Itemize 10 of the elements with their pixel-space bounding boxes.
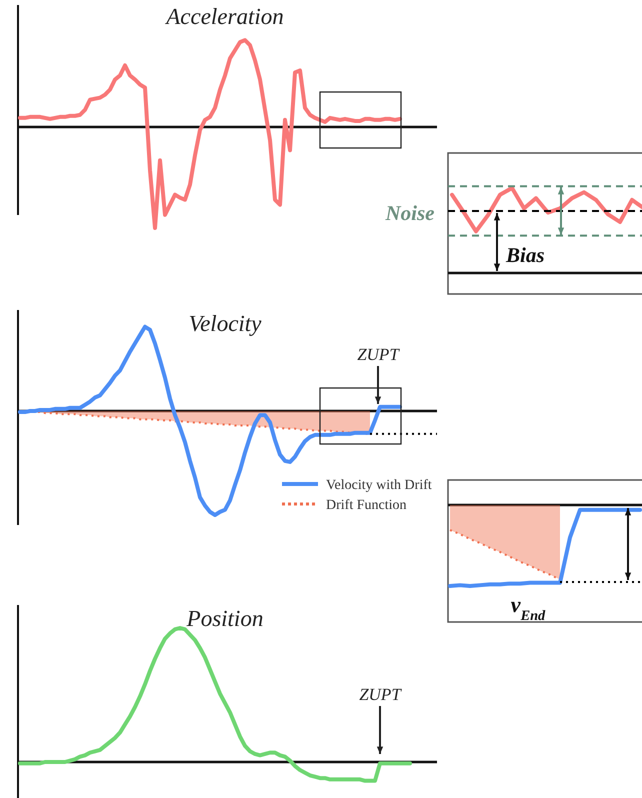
chart-title: Position (186, 606, 264, 631)
chart-title: Velocity (188, 311, 262, 336)
text: v$_{End}$ (510, 592, 546, 624)
legend-label: Drift Function (326, 498, 406, 513)
legend-label: Velocity with Drift (326, 478, 432, 493)
annotation: Noise (384, 201, 434, 225)
annotation: ZUPT (357, 345, 400, 364)
chart-title: Acceleration (164, 4, 284, 29)
annotation: ZUPT (359, 685, 402, 704)
annotation: Bias (505, 243, 545, 267)
